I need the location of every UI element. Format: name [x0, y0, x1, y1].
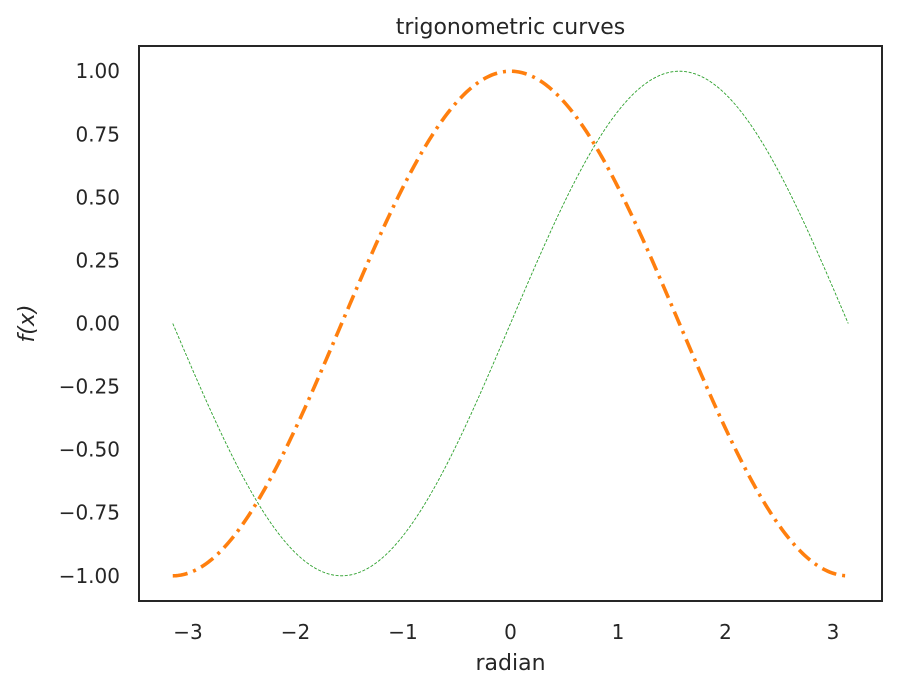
sin-series-line: [172, 70, 849, 577]
series-layer: [172, 69, 849, 578]
chart-title: trigonometric curves: [396, 15, 626, 40]
x-tick-label: 3: [827, 620, 840, 644]
y-tick-label: 1.00: [75, 59, 120, 83]
x-tick-label: 2: [719, 620, 732, 644]
y-tick-label: 0.25: [75, 248, 120, 272]
y-tick-label: −0.50: [59, 438, 120, 462]
y-tick-label: −0.25: [59, 375, 120, 399]
y-tick-label: 0.00: [75, 312, 120, 336]
x-tick-label: −3: [173, 620, 202, 644]
y-axis-label: f(x): [15, 305, 40, 343]
plot-area-frame: [138, 45, 883, 602]
x-tick-label: 1: [612, 620, 625, 644]
x-tick-label: −2: [281, 620, 310, 644]
y-tick-label: −1.00: [59, 564, 120, 588]
cos-series-line: [172, 69, 849, 578]
x-tick-label: 0: [504, 620, 517, 644]
y-tick-label: −0.75: [59, 501, 120, 525]
x-tick-label: −1: [388, 620, 417, 644]
x-tick-labels: −3 −2 −1 0 1 2 3: [173, 620, 839, 644]
x-axis-label: radian: [475, 651, 545, 676]
y-tick-labels: −1.00 −0.75 −0.50 −0.25 0.00 0.25 0.50 0.75 1.00: [59, 59, 120, 588]
y-tick-label: 0.75: [75, 122, 120, 146]
y-tick-label: 0.50: [75, 185, 120, 209]
